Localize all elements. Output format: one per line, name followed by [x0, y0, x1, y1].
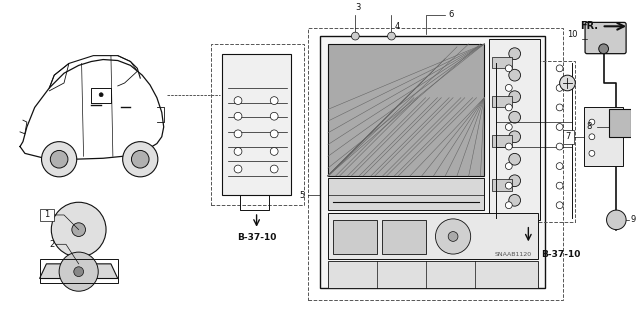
FancyBboxPatch shape: [585, 22, 626, 54]
Circle shape: [556, 163, 563, 169]
Circle shape: [509, 153, 520, 165]
Circle shape: [559, 75, 575, 91]
Bar: [40, 209, 54, 221]
Circle shape: [506, 85, 512, 91]
Bar: [320, 36, 545, 288]
Bar: [492, 56, 512, 68]
Text: 2: 2: [50, 240, 55, 249]
Circle shape: [351, 32, 359, 40]
Text: 5: 5: [300, 191, 305, 200]
Circle shape: [509, 131, 520, 143]
Circle shape: [506, 143, 512, 150]
Circle shape: [270, 97, 278, 105]
Bar: [328, 44, 484, 176]
Circle shape: [506, 163, 512, 169]
Circle shape: [435, 219, 470, 254]
Bar: [609, 109, 631, 137]
Bar: [492, 61, 575, 222]
Circle shape: [234, 130, 242, 138]
Text: SNAAB1120: SNAAB1120: [494, 252, 531, 256]
Bar: [333, 220, 377, 254]
Bar: [492, 135, 512, 146]
Bar: [328, 261, 538, 288]
Circle shape: [234, 165, 242, 173]
Text: 1: 1: [44, 211, 49, 219]
Circle shape: [589, 134, 595, 140]
Circle shape: [51, 151, 68, 168]
Circle shape: [599, 44, 609, 54]
Circle shape: [234, 147, 242, 155]
Bar: [492, 179, 512, 190]
Circle shape: [509, 69, 520, 81]
Circle shape: [506, 182, 512, 189]
Circle shape: [123, 142, 158, 177]
Circle shape: [556, 123, 563, 130]
Bar: [563, 130, 574, 144]
Circle shape: [72, 223, 86, 236]
Text: FR.: FR.: [580, 21, 598, 31]
Circle shape: [506, 202, 512, 209]
Text: 10: 10: [567, 30, 577, 39]
Text: 6: 6: [448, 10, 454, 19]
Circle shape: [448, 232, 458, 241]
Circle shape: [556, 65, 563, 72]
Circle shape: [270, 165, 278, 173]
Text: 8: 8: [586, 122, 592, 131]
Circle shape: [51, 202, 106, 257]
Bar: [489, 39, 540, 220]
Bar: [222, 54, 291, 196]
Circle shape: [270, 130, 278, 138]
Circle shape: [74, 267, 84, 277]
Circle shape: [270, 112, 278, 120]
Circle shape: [589, 119, 595, 125]
Text: 9: 9: [631, 215, 636, 224]
Bar: [381, 220, 426, 254]
Circle shape: [42, 142, 77, 177]
Polygon shape: [40, 264, 118, 278]
Text: 4: 4: [394, 22, 399, 31]
Circle shape: [506, 65, 512, 72]
Circle shape: [234, 112, 242, 120]
Circle shape: [556, 104, 563, 111]
Circle shape: [509, 111, 520, 123]
Circle shape: [131, 151, 149, 168]
Circle shape: [509, 195, 520, 206]
Bar: [328, 213, 538, 259]
Text: 7: 7: [566, 132, 571, 141]
Circle shape: [270, 147, 278, 155]
Circle shape: [509, 48, 520, 60]
Circle shape: [506, 123, 512, 130]
Circle shape: [556, 143, 563, 150]
Circle shape: [556, 202, 563, 209]
Text: B-37-10: B-37-10: [541, 249, 580, 259]
Circle shape: [59, 252, 98, 291]
Circle shape: [589, 151, 595, 156]
Circle shape: [234, 97, 242, 105]
Bar: [492, 96, 512, 108]
Text: B-37-10: B-37-10: [237, 233, 276, 242]
Bar: [308, 28, 563, 300]
Circle shape: [506, 104, 512, 111]
Circle shape: [509, 91, 520, 102]
Bar: [328, 178, 484, 210]
Circle shape: [556, 182, 563, 189]
Circle shape: [556, 85, 563, 91]
Circle shape: [388, 32, 396, 40]
Circle shape: [99, 93, 103, 97]
Circle shape: [509, 175, 520, 187]
Text: 3: 3: [355, 3, 361, 11]
Bar: [40, 259, 118, 283]
Bar: [584, 108, 623, 166]
Circle shape: [607, 210, 626, 230]
Bar: [211, 44, 303, 205]
